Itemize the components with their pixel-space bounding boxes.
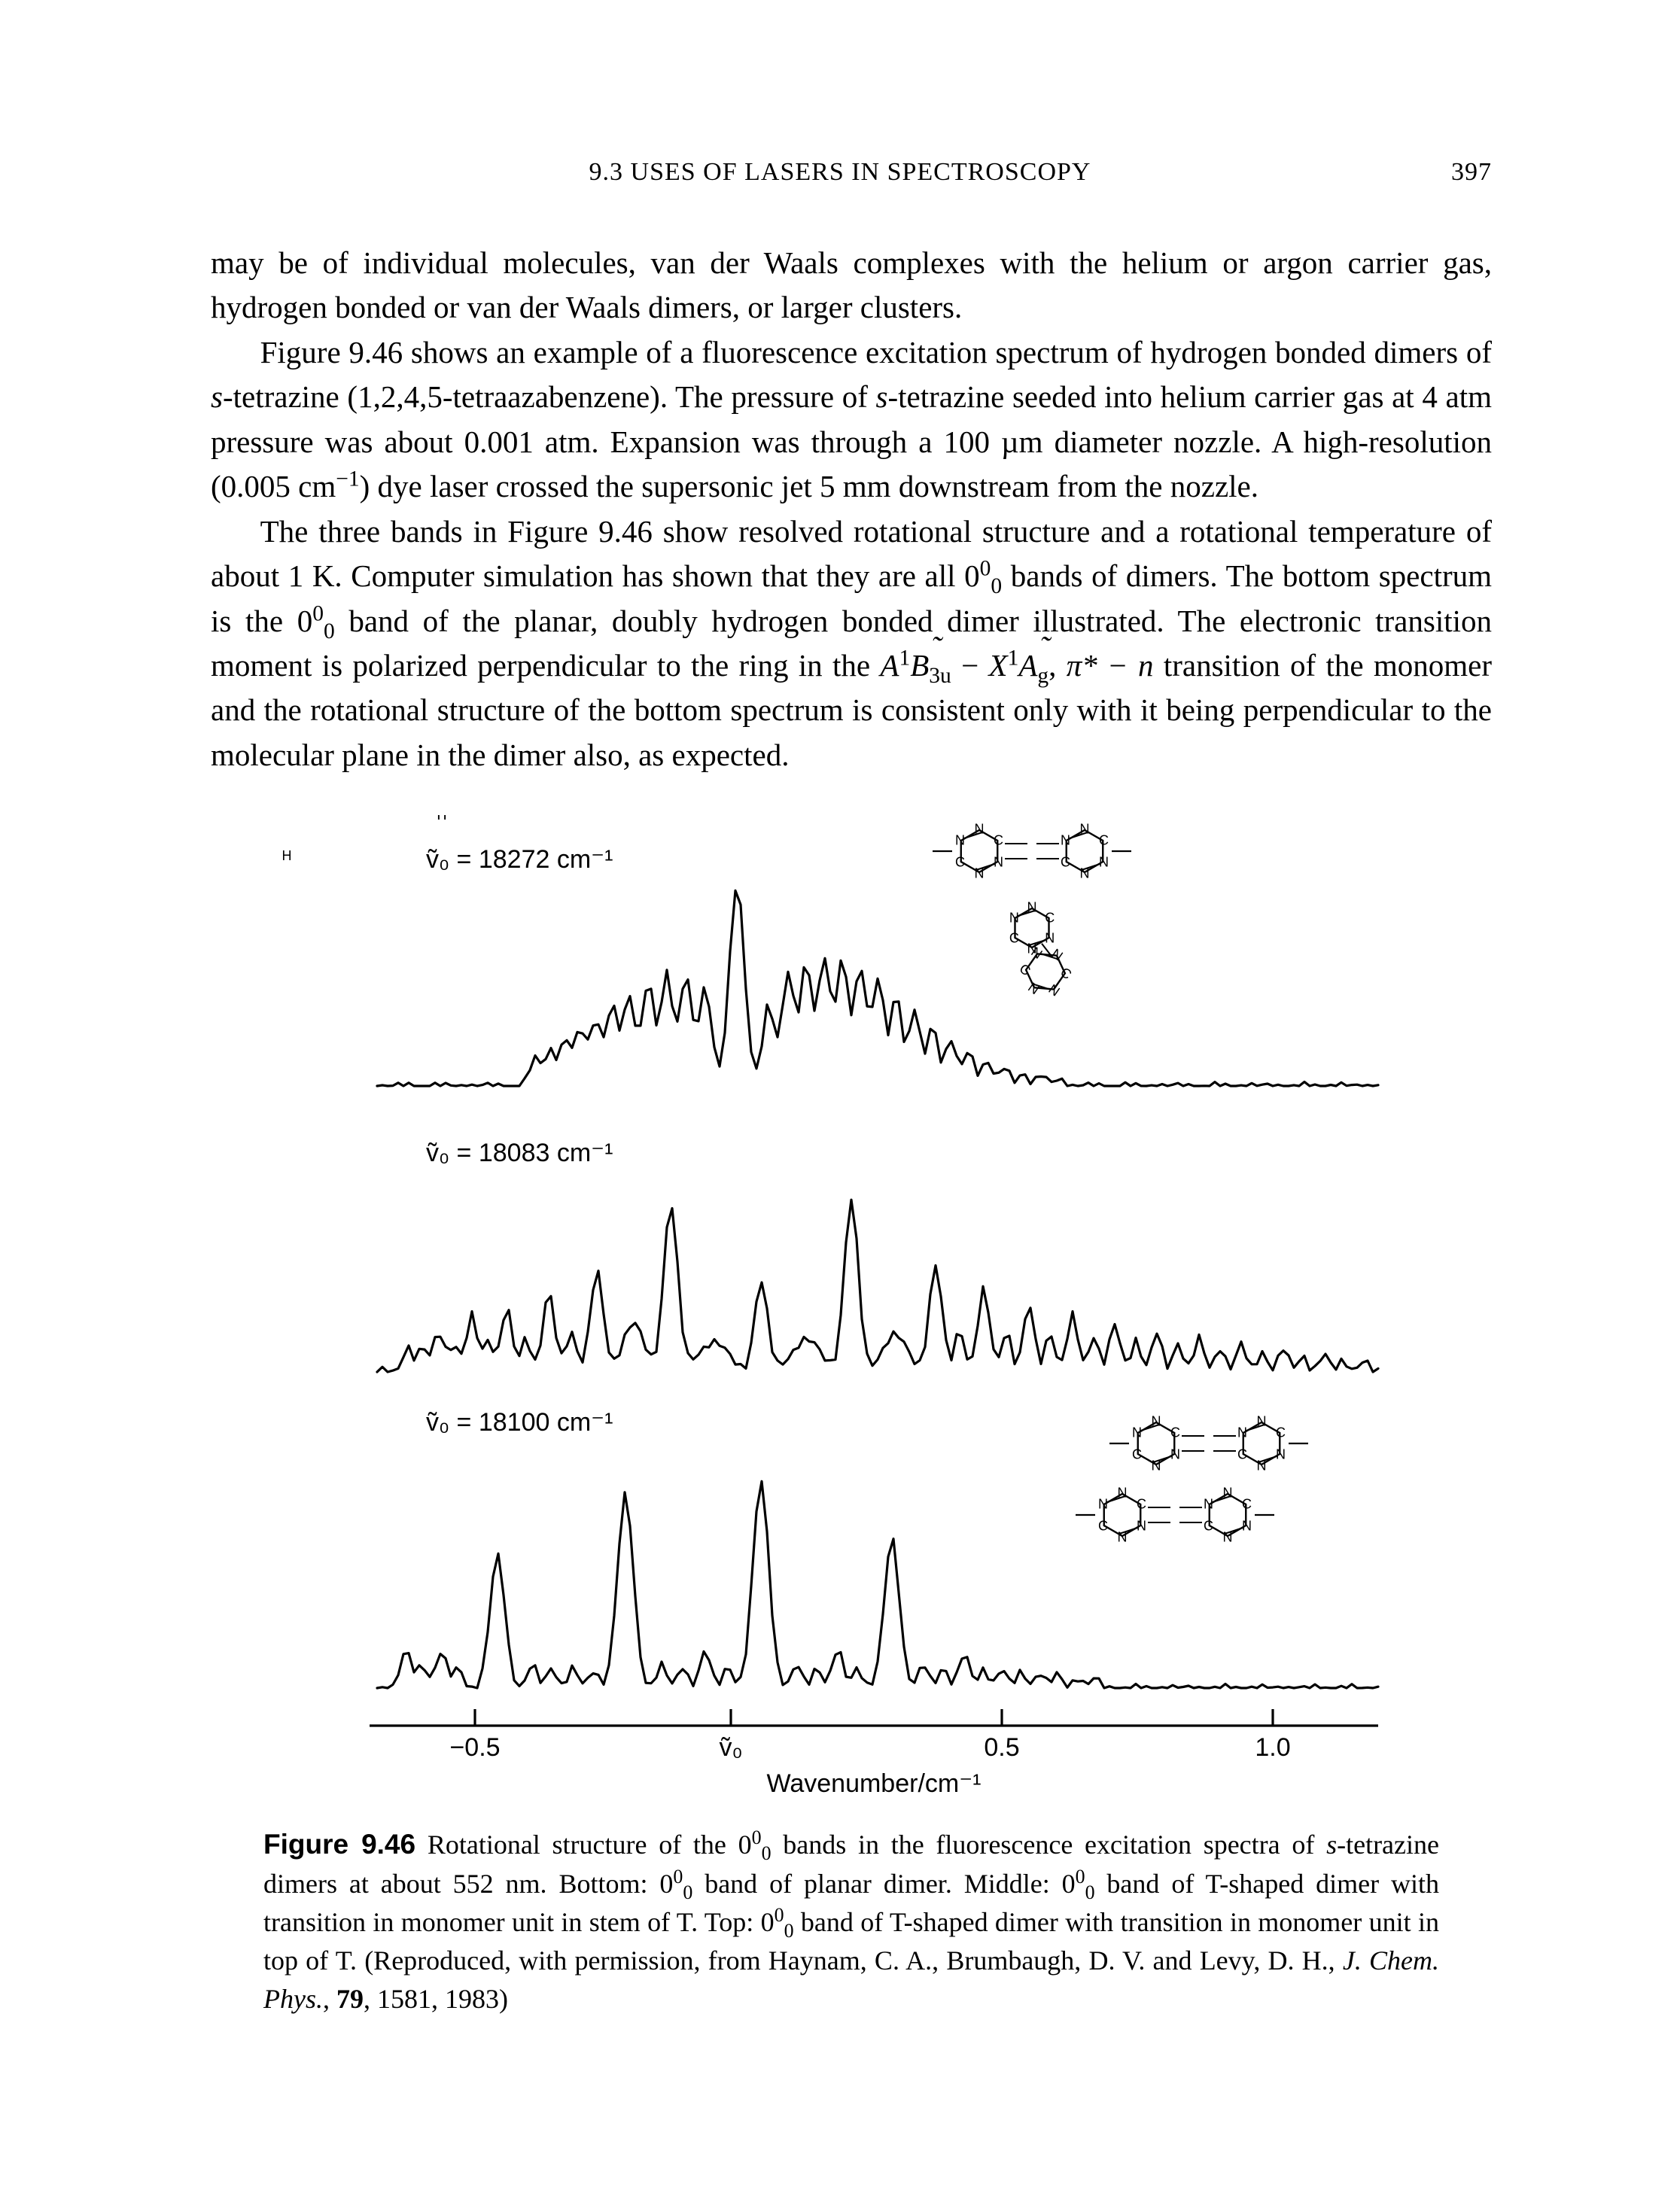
svg-text:N: N <box>1242 1519 1252 1534</box>
p3-00a-sup: 0 <box>980 556 991 580</box>
svg-text:N: N <box>1204 1497 1213 1512</box>
para-2: Figure 9.46 shows an example of a fluore… <box>211 330 1492 509</box>
svg-text:N: N <box>1027 900 1037 915</box>
caption-00d-sub: 0 <box>784 1920 794 1942</box>
svg-text:C: C <box>1204 1519 1213 1534</box>
figure-9-46: ṽ₀ = 18272 cm⁻¹ ṽ₀ = 18083 cm⁻¹ ṽ₀ = 18100… <box>211 815 1492 2018</box>
svg-text:ṽ₀ = 18272 cm⁻¹: ṽ₀ = 18272 cm⁻¹ <box>426 845 613 874</box>
figure-caption: Figure 9.46 Rotational structure of the … <box>263 1825 1439 2018</box>
svg-text:N: N <box>955 833 965 848</box>
svg-text:N: N <box>1152 1414 1161 1429</box>
svg-text:ṽ₀: ṽ₀ <box>719 1733 742 1762</box>
svg-text:N: N <box>975 822 985 837</box>
svg-text:N: N <box>1276 1447 1286 1462</box>
p2-exp: −1 <box>336 467 359 491</box>
svg-text:N: N <box>994 855 1003 870</box>
svg-text:C: C <box>1237 1447 1247 1462</box>
caption-00c-sub: 0 <box>1085 1881 1095 1903</box>
p2-s2: s <box>876 379 888 414</box>
caption-lead: Figure 9.46 <box>263 1829 415 1860</box>
svg-text:C: C <box>1045 911 1055 926</box>
p3-dash: − <box>951 648 989 683</box>
caption-t4: band of planar dimer. Middle: 0 <box>692 1869 1075 1899</box>
p3-pi: π* − n <box>1067 648 1154 683</box>
caption-00c-sup: 0 <box>1076 1866 1085 1887</box>
svg-text:−0.5: −0.5 <box>449 1733 500 1762</box>
p2-mid1: -tetrazine (1,2,4,5-tetraazabenzene). Th… <box>223 379 876 414</box>
svg-text:H: H <box>437 815 447 823</box>
caption-s: s <box>1326 1830 1337 1860</box>
caption-00b-sup: 0 <box>673 1866 683 1887</box>
svg-text:C: C <box>1132 1447 1142 1462</box>
body-text: may be of individual molecules, van der … <box>211 241 1492 777</box>
p3-X: X <box>989 648 1008 683</box>
svg-text:N: N <box>1237 1425 1247 1440</box>
svg-text:C: C <box>994 833 1003 848</box>
svg-text:N: N <box>1257 1459 1267 1474</box>
svg-text:C: C <box>1137 1497 1146 1512</box>
svg-text:N: N <box>1045 931 1055 946</box>
svg-text:N: N <box>975 866 985 881</box>
svg-text:C: C <box>1009 931 1019 946</box>
para-1-text: may be of individual molecules, van der … <box>211 245 1492 324</box>
svg-text:N: N <box>1257 1414 1267 1429</box>
page-number: 397 <box>1451 158 1492 187</box>
caption-00a-sup: 0 <box>752 1827 762 1848</box>
svg-text:N: N <box>1061 833 1070 848</box>
p3-A: A <box>880 648 899 683</box>
svg-text:N: N <box>1046 981 1063 999</box>
svg-text:C: C <box>1276 1425 1286 1440</box>
p2-pre: Figure 9.46 shows an example of a fluore… <box>260 335 1492 370</box>
svg-text:N: N <box>1080 866 1090 881</box>
svg-text:N: N <box>1049 946 1066 964</box>
p3-00a-sub: 0 <box>991 574 1002 598</box>
p3-00b-sup: 0 <box>312 601 324 625</box>
svg-text:N: N <box>1170 1447 1180 1462</box>
svg-text:ṽ₀ = 18083 cm⁻¹: ṽ₀ = 18083 cm⁻¹ <box>426 1139 613 1167</box>
svg-text:C: C <box>1170 1425 1180 1440</box>
caption-t8: , 1581, 1983) <box>364 1984 508 2014</box>
caption-t7: , <box>323 1984 336 2014</box>
svg-text:ṽ₀ = 18100 cm⁻¹: ṽ₀ = 18100 cm⁻¹ <box>426 1408 613 1437</box>
para-3: The three bands in Figure 9.46 show reso… <box>211 509 1492 778</box>
svg-text:C: C <box>955 855 965 870</box>
svg-text:N: N <box>1152 1459 1161 1474</box>
figure-svg: ṽ₀ = 18272 cm⁻¹ ṽ₀ = 18083 cm⁻¹ ṽ₀ = 18100… <box>279 815 1423 1808</box>
svg-text:C: C <box>1061 855 1070 870</box>
p3-comma: , <box>1048 648 1067 683</box>
svg-text:N: N <box>1025 980 1042 998</box>
svg-text:N: N <box>1098 1497 1108 1512</box>
caption-00a-sub: 0 <box>762 1842 772 1864</box>
svg-text:N: N <box>1118 1530 1128 1545</box>
p3-00b-sub: 0 <box>324 619 335 643</box>
svg-text:N: N <box>1118 1486 1128 1501</box>
section-label: 9.3 USES OF LASERS IN SPECTROSCOPY <box>589 158 1091 187</box>
svg-text:C: C <box>1099 833 1109 848</box>
svg-text:C: C <box>1098 1519 1108 1534</box>
svg-text:Wavenumber/cm⁻¹: Wavenumber/cm⁻¹ <box>767 1769 982 1798</box>
svg-text:H: H <box>282 848 292 863</box>
svg-text:N: N <box>1223 1486 1233 1501</box>
svg-text:N: N <box>1132 1425 1142 1440</box>
caption-vol: 79 <box>336 1984 364 2014</box>
caption-00b-sub: 0 <box>683 1881 692 1903</box>
svg-text:1.0: 1.0 <box>1255 1733 1290 1762</box>
svg-text:N: N <box>1223 1530 1233 1545</box>
svg-text:N: N <box>1009 911 1019 926</box>
caption-t2: bands in the fluorescence excitation spe… <box>772 1830 1327 1860</box>
caption-t1: Rotational structure of the 0 <box>415 1830 752 1860</box>
p2-s1: s <box>211 379 223 414</box>
svg-text:N: N <box>1080 822 1090 837</box>
caption-00d-sup: 0 <box>775 1904 784 1926</box>
para-1: may be of individual molecules, van der … <box>211 241 1492 330</box>
svg-text:0.5: 0.5 <box>984 1733 1019 1762</box>
svg-text:N: N <box>1137 1519 1146 1534</box>
svg-text:N: N <box>1099 855 1109 870</box>
svg-text:C: C <box>1242 1497 1252 1512</box>
p2-tail: ) dye laser crossed the supersonic jet 5… <box>360 469 1258 503</box>
